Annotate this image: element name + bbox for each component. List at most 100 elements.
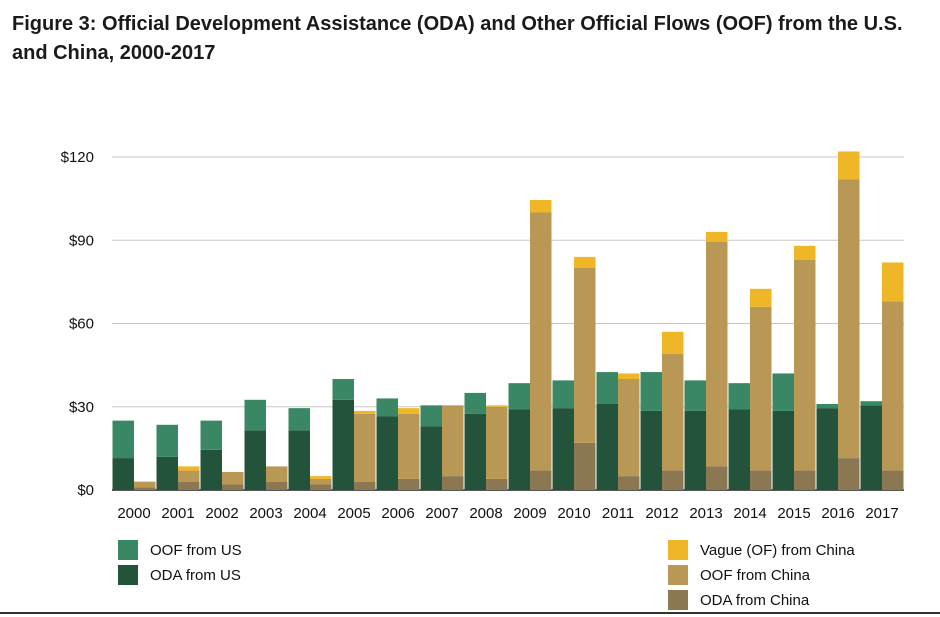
x-tick-label: 2001: [161, 505, 194, 522]
bar-oda-from-china-2009: [530, 470, 552, 490]
bar-oda-from-us-2015: [772, 410, 794, 490]
bar-vague-of-from-china-2011: [618, 373, 640, 379]
legend: OOF from US ODA from US Vague (OF) from Ch…: [118, 540, 855, 610]
bar-oda-from-us-2005: [332, 399, 354, 490]
x-tick-label: 2002: [205, 505, 238, 522]
bar-oda-from-china-2002: [222, 484, 244, 490]
chart-title: Figure 3: Official Development Assistanc…: [12, 13, 903, 64]
y-tick-label: $30: [69, 399, 94, 416]
x-tick-label: 2003: [249, 505, 282, 522]
bar-vague-of-from-china-2008: [486, 405, 508, 407]
bar-oof-from-china-2003: [266, 466, 288, 482]
bar-vague-of-from-china-2006: [398, 408, 420, 414]
bar-oof-from-china-2015: [794, 259, 816, 471]
bar-vague-of-from-china-2017: [882, 262, 904, 302]
legend-label: Vague (OF) from China: [700, 542, 855, 559]
bar-vague-of-from-china-2013: [706, 231, 728, 242]
x-tick-label: 2006: [381, 505, 414, 522]
x-tick-label: 2007: [425, 505, 458, 522]
bar-oof-from-us-2014: [728, 383, 750, 410]
y-tick-label: $120: [61, 149, 94, 166]
bars: [112, 151, 904, 490]
bar-vague-of-from-china-2004: [310, 476, 332, 479]
x-tick-label: 2012: [645, 505, 678, 522]
x-tick-label: 2015: [777, 505, 810, 522]
bar-oof-from-china-2010: [574, 268, 596, 443]
bar-oda-from-china-2001: [178, 481, 200, 490]
y-axis-labels: $0 $30 $60 $90 $120: [61, 149, 94, 499]
bottom-rule: [0, 612, 940, 614]
x-tick-label: 2009: [513, 505, 546, 522]
bar-oof-from-china-2016: [838, 179, 860, 459]
legend-label: ODA from China: [700, 592, 810, 609]
x-tick-label: 2017: [865, 505, 898, 522]
x-tick-label: 2014: [733, 505, 766, 522]
bar-oda-from-china-2013: [706, 466, 728, 490]
bar-oof-from-us-2007: [420, 405, 442, 427]
bar-oda-from-china-2003: [266, 481, 288, 490]
bar-oda-from-us-2017: [860, 405, 882, 490]
bar-oda-from-china-2005: [354, 481, 376, 490]
bar-oof-from-us-2004: [288, 408, 310, 431]
bar-oda-from-china-2000: [134, 487, 156, 490]
bar-oof-from-us-2011: [596, 372, 618, 404]
x-tick-label: 2000: [117, 505, 150, 522]
bar-oda-from-china-2014: [750, 470, 772, 490]
bar-oof-from-china-2008: [486, 406, 508, 479]
bar-oda-from-us-2000: [112, 458, 134, 490]
bar-oof-from-china-2009: [530, 212, 552, 471]
bar-oda-from-china-2010: [574, 442, 596, 490]
bar-oof-from-china-2001: [178, 470, 200, 482]
bar-oof-from-china-2017: [882, 301, 904, 471]
legend-label: ODA from US: [150, 567, 241, 584]
y-tick-label: $90: [69, 232, 94, 249]
bar-oda-from-us-2004: [288, 430, 310, 490]
bar-oda-from-china-2008: [486, 478, 508, 490]
bar-oda-from-us-2009: [508, 409, 530, 490]
grid-lines: [112, 156, 904, 491]
bar-vague-of-from-china-2015: [794, 245, 816, 260]
x-tick-label: 2010: [557, 505, 590, 522]
x-tick-label: 2011: [602, 505, 634, 522]
legend-swatch: [668, 540, 688, 560]
bar-oda-from-china-2004: [310, 484, 332, 490]
bar-oda-from-us-2011: [596, 403, 618, 490]
bar-oof-from-us-2012: [640, 372, 662, 411]
bar-oda-from-us-2003: [244, 430, 266, 490]
bar-oof-from-us-2002: [200, 420, 222, 450]
bar-vague-of-from-china-2016: [838, 151, 860, 180]
bar-oda-from-china-2015: [794, 470, 816, 490]
legend-swatch: [668, 590, 688, 610]
bar-oof-from-us-2005: [332, 379, 354, 400]
bar-oof-from-us-2009: [508, 383, 530, 410]
bar-oof-from-us-2000: [112, 420, 134, 459]
bar-oda-from-us-2014: [728, 409, 750, 490]
bar-oof-from-china-2002: [222, 471, 244, 485]
bar-vague-of-from-china-2014: [750, 288, 772, 307]
legend-label: OOF from US: [150, 542, 242, 559]
bar-vague-of-from-china-2005: [354, 410, 376, 414]
bar-oof-from-us-2015: [772, 373, 794, 411]
bar-oda-from-us-2016: [816, 408, 838, 490]
bar-oda-from-china-2006: [398, 478, 420, 490]
bar-oof-from-us-2008: [464, 392, 486, 414]
bar-oof-from-us-2003: [244, 399, 266, 431]
bar-oda-from-us-2001: [156, 456, 178, 490]
bar-vague-of-from-china-2012: [662, 331, 684, 355]
bar-oof-from-us-2001: [156, 424, 178, 457]
bar-oof-from-us-2017: [860, 401, 882, 406]
bar-oda-from-us-2006: [376, 416, 398, 490]
bar-oof-from-china-2012: [662, 354, 684, 471]
bar-oof-from-china-2014: [750, 306, 772, 471]
bar-oof-from-china-2011: [618, 379, 640, 477]
bar-oof-from-china-2013: [706, 241, 728, 467]
legend-swatch: [668, 565, 688, 585]
x-tick-label: 2013: [689, 505, 722, 522]
bar-oda-from-us-2012: [640, 410, 662, 490]
bar-vague-of-from-china-2001: [178, 466, 200, 471]
legend-label: OOF from China: [700, 567, 811, 584]
bar-oda-from-us-2010: [552, 408, 574, 490]
bar-oda-from-us-2002: [200, 449, 222, 490]
x-tick-label: 2005: [337, 505, 370, 522]
